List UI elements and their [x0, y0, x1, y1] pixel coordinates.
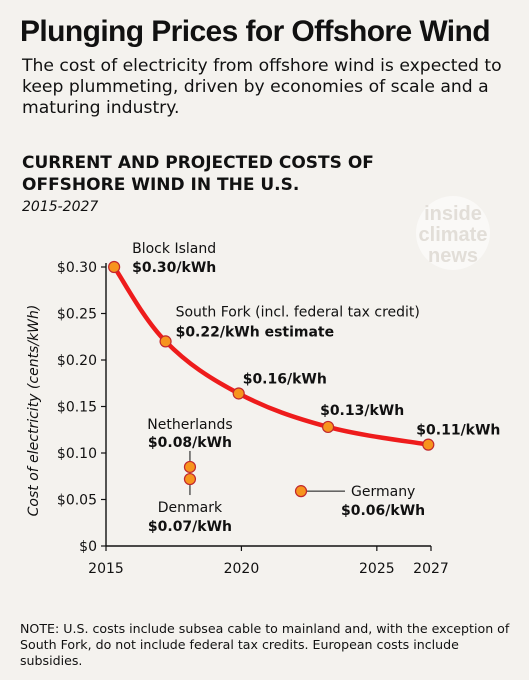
us-cost-point: [321, 420, 335, 434]
country-name-label: Denmark: [158, 500, 223, 516]
us-cost-point: [159, 335, 172, 348]
series-point-value: $0.22/kWh estimate: [176, 324, 335, 340]
cost-chart: $0.30 $0.25 $0.20 $0.15 $0.10 $0.05 $0 2015 2020…: [26, 241, 500, 577]
chart-title: CURRENT AND PROJECTED COSTS OF OFFSHORE …: [22, 153, 374, 195]
country-cost-point: [294, 485, 308, 498]
country-cost-point: [183, 472, 197, 486]
y-tick-label: $0.15: [57, 400, 97, 416]
y-tick-label: $0.20: [57, 353, 97, 369]
series-point-value: $0.11/kWh: [416, 423, 500, 439]
y-tick-label: $0.25: [57, 307, 97, 323]
x-tick-label: 2015: [88, 561, 124, 577]
page-subtitle: The cost of electricity from offshore wi…: [22, 56, 502, 118]
footnote: NOTE: U.S. costs include subsea cable to…: [20, 621, 510, 668]
chart-date-range: 2015-2027: [22, 199, 99, 215]
x-tick-label: 2027: [413, 561, 449, 577]
x-tick-label: 2025: [359, 561, 395, 577]
y-axis-title: Cost of electricity (cents/kWh): [26, 305, 42, 517]
country-name-label: Netherlands: [147, 417, 232, 433]
series-point-name: Block Island: [132, 241, 216, 257]
y-tick-label: $0.05: [57, 493, 97, 509]
svg-text:inside: inside: [424, 203, 482, 225]
page-title: Plunging Prices for Offshore Wind: [20, 15, 491, 48]
inside-climate-news-logo: inside climate news: [398, 193, 508, 277]
country-cost-point: [183, 460, 197, 474]
country-value-label: $0.08/kWh: [148, 435, 232, 451]
country-value-label: $0.07/kWh: [148, 519, 232, 535]
y-tick-label: $0: [79, 539, 97, 555]
series-point-value: $0.16/kWh: [243, 371, 327, 387]
y-tick-label: $0.10: [57, 446, 97, 462]
series-point-name: South Fork (incl. federal tax credit): [176, 304, 420, 320]
svg-text:news: news: [428, 245, 478, 267]
y-tick-label: $0.30: [57, 260, 97, 276]
series-point-value: $0.30/kWh: [132, 260, 216, 276]
svg-text:climate: climate: [419, 224, 488, 246]
country-name-label: Germany: [351, 484, 415, 500]
series-point-value: $0.13/kWh: [320, 403, 404, 419]
x-tick-label: 2020: [224, 561, 260, 577]
us-cost-point: [422, 438, 435, 451]
us-cost-point: [108, 260, 121, 274]
country-value-label: $0.06/kWh: [341, 503, 425, 519]
us-cost-point: [232, 387, 245, 400]
